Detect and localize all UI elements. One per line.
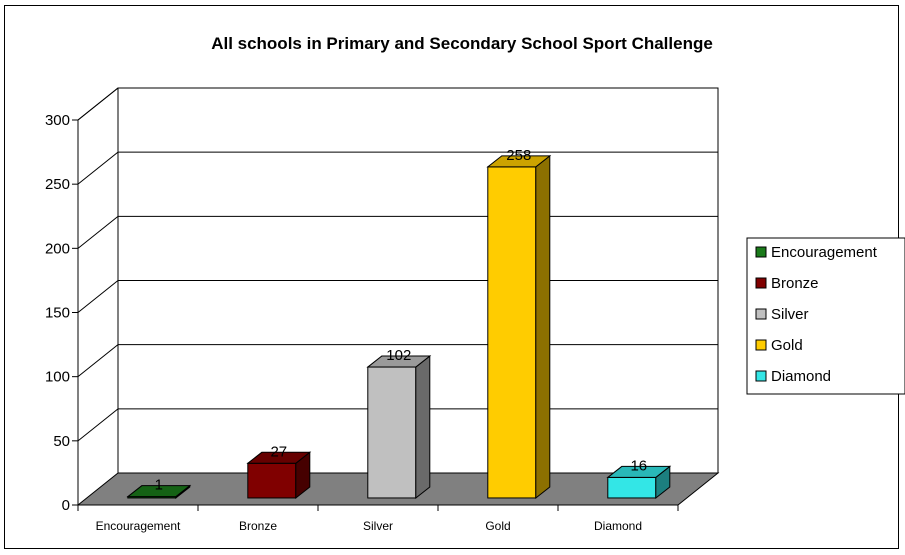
x-axis: Encouragement Bronze Silver Gold Diamond (77, 504, 679, 533)
y-tick-label: 300 (45, 112, 70, 129)
bars: 1 27 102 258 16 (126, 147, 672, 499)
legend-swatch (755, 277, 767, 289)
bar-bronze: 27 (246, 443, 312, 499)
legend-label: Gold (771, 337, 803, 354)
bar-top (126, 485, 192, 498)
y-tick-label: 200 (45, 240, 70, 257)
y-tick-label: 100 (45, 369, 70, 386)
data-label: 16 (630, 457, 647, 474)
x-tick-label: Gold (485, 519, 510, 533)
legend-label: Encouragement (771, 244, 878, 261)
bar-top (366, 355, 432, 368)
bar-side (415, 355, 431, 499)
bar-gold: 258 (486, 147, 552, 499)
data-label: 258 (506, 147, 531, 164)
y-tick-label: 150 (45, 305, 70, 322)
x-tick-label: Encouragement (96, 519, 181, 533)
y-tick-label: 50 (53, 433, 70, 450)
y-tick-label: 250 (45, 176, 70, 193)
data-label: 1 (155, 477, 163, 494)
x-tick-label: Diamond (594, 519, 642, 533)
legend-label: Silver (771, 306, 809, 323)
bar-silver: 102 (366, 347, 432, 499)
data-label: 102 (386, 347, 411, 364)
legend-entry-silver: Silver (755, 306, 809, 323)
legend: Encouragement Bronze Silver Gold Diamond (746, 237, 905, 395)
bar-top (246, 451, 312, 464)
legend-swatch (755, 339, 767, 351)
bar-side (535, 154, 551, 499)
x-tick-label: Silver (363, 519, 393, 533)
bar-encouragement: 1 (126, 477, 192, 499)
bar-diamond: 16 (606, 457, 672, 499)
legend-swatch (755, 370, 767, 382)
legend-swatch (755, 246, 767, 258)
legend-label: Diamond (771, 368, 831, 385)
bar-front (487, 166, 537, 499)
bar-front (247, 462, 297, 499)
x-tick-label: Bronze (239, 519, 277, 533)
bar-top (606, 465, 672, 478)
bar-front (607, 476, 657, 499)
gridline (77, 87, 718, 121)
data-label: 27 (270, 443, 287, 460)
legend-entry-encouragement: Encouragement (755, 244, 878, 261)
bar-front (367, 366, 417, 499)
gridline (77, 151, 718, 185)
y-axis: 0 50 100 150 200 250 300 (45, 112, 79, 514)
y-tick-label: 0 (62, 497, 70, 514)
legend-entry-bronze: Bronze (755, 275, 819, 292)
legend-entry-gold: Gold (755, 337, 803, 354)
chart-title: All schools in Primary and Secondary Sch… (211, 34, 713, 53)
legend-box (746, 237, 905, 395)
legend-label: Bronze (771, 275, 819, 292)
legend-swatch (755, 308, 767, 320)
legend-entry-diamond: Diamond (755, 368, 831, 385)
bar-top (486, 155, 552, 168)
